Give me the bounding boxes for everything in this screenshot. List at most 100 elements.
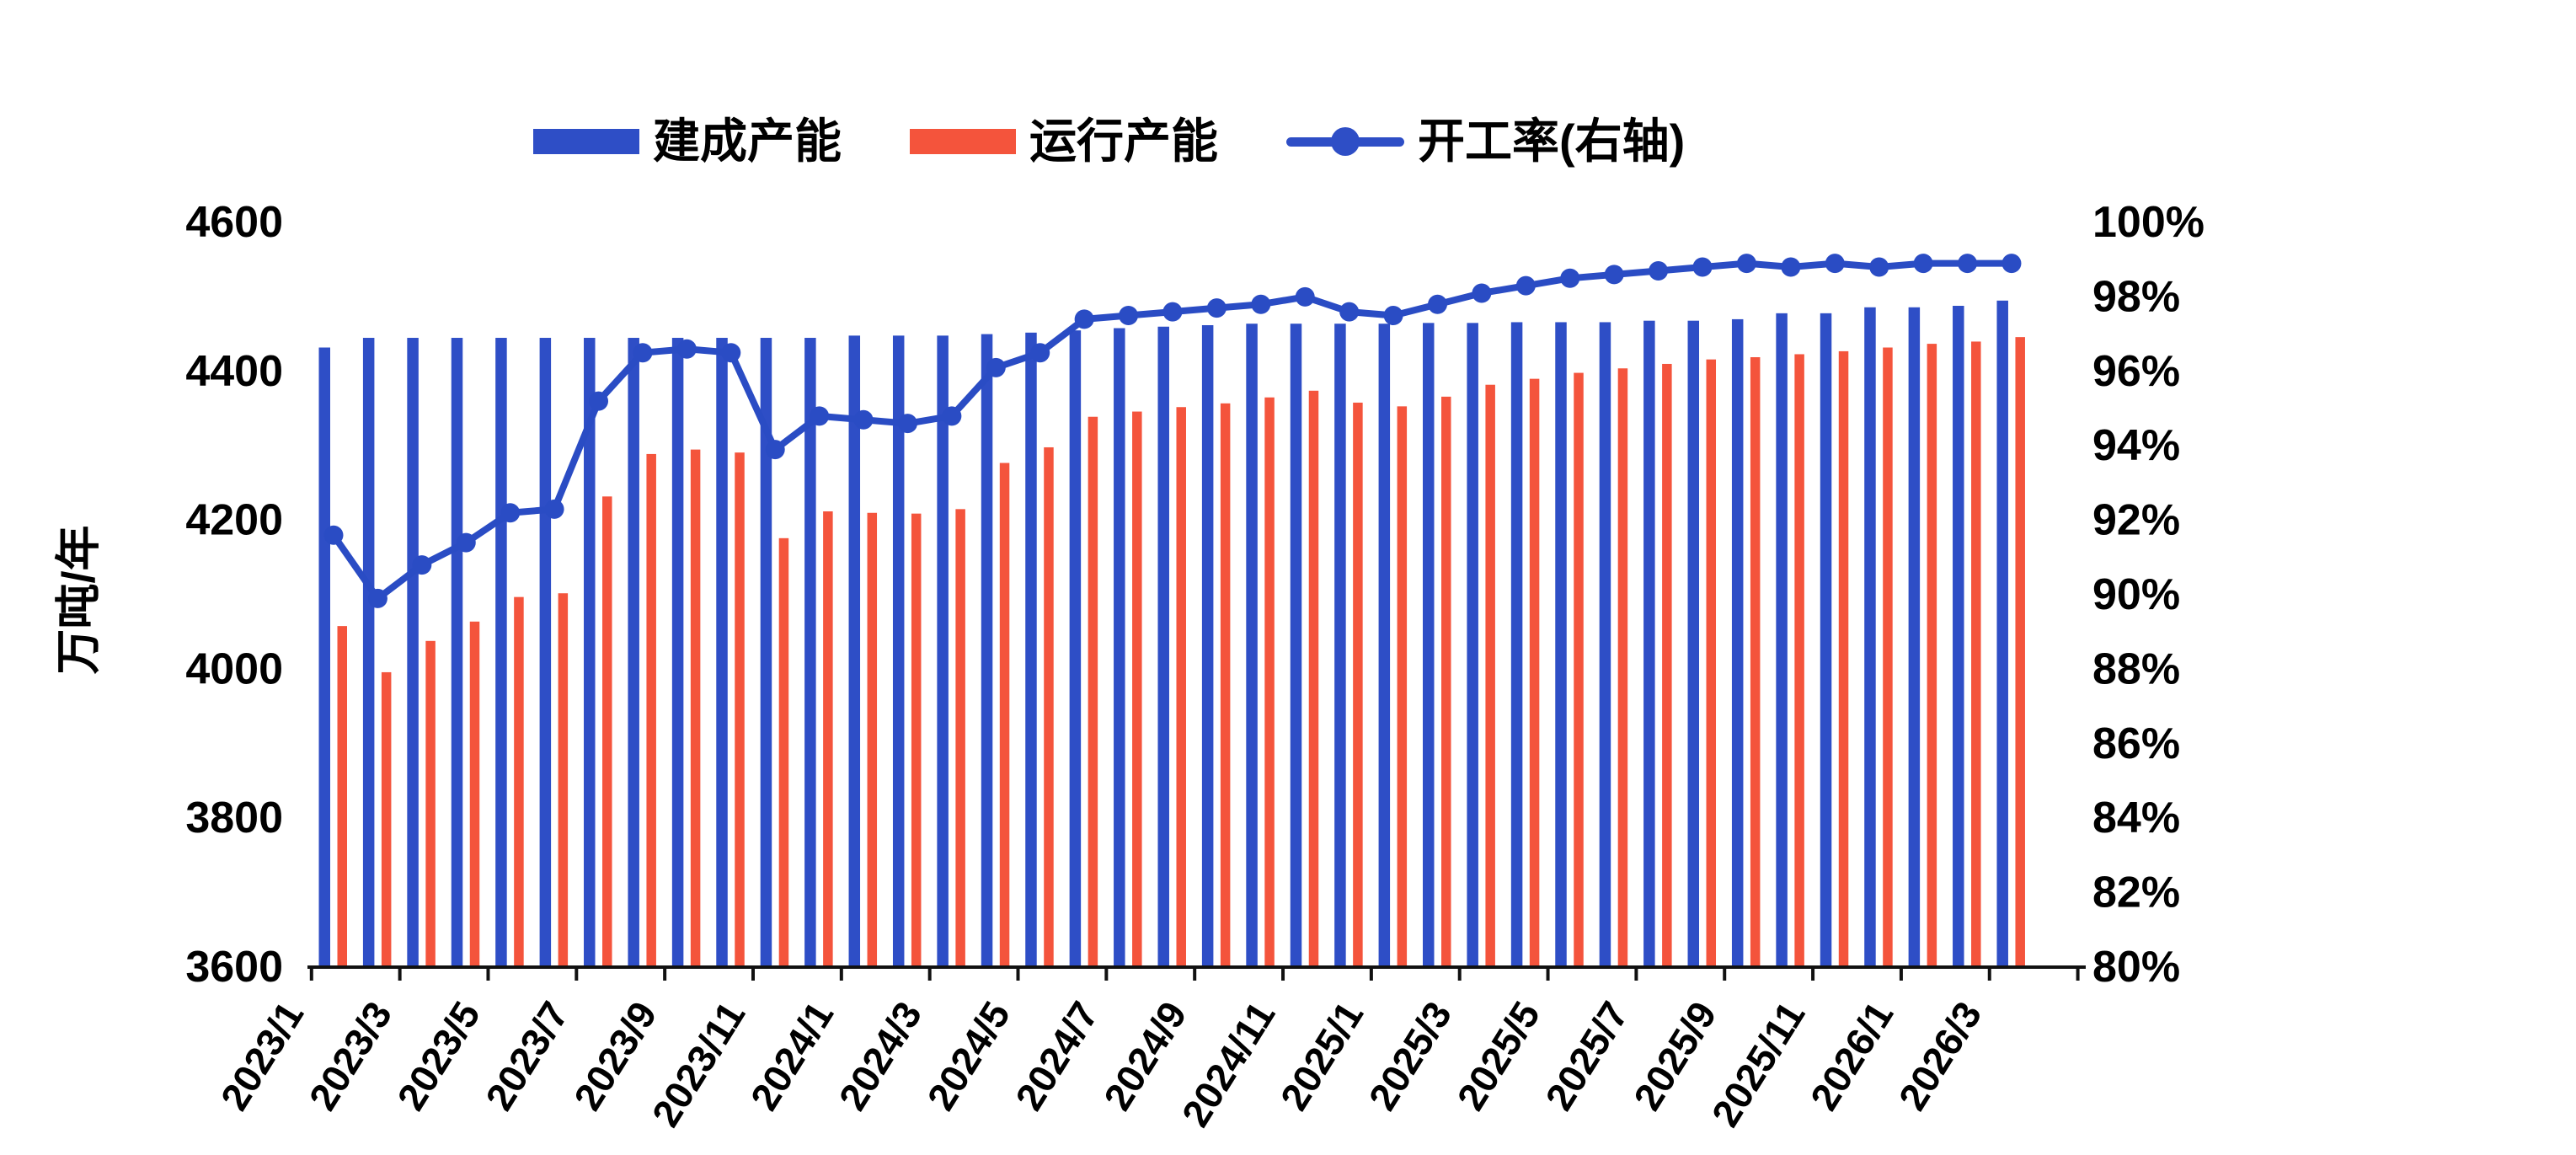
rate-point bbox=[1162, 302, 1183, 322]
bar-operating bbox=[999, 463, 1010, 967]
bar-built bbox=[1246, 324, 1258, 967]
bar-built bbox=[1864, 307, 1876, 967]
bar-built bbox=[892, 335, 905, 967]
bar-operating bbox=[1485, 384, 1495, 967]
y-tick-label-left: 3600 bbox=[185, 943, 283, 992]
rate-point bbox=[367, 588, 387, 608]
bar-built bbox=[1687, 320, 1700, 967]
bar-built bbox=[1069, 330, 1082, 967]
y-tick-label-left: 4400 bbox=[185, 347, 283, 396]
rate-line-swatch-icon bbox=[1286, 125, 1404, 158]
rate-point bbox=[1515, 275, 1536, 296]
bar-built bbox=[451, 338, 463, 967]
bar-operating bbox=[425, 640, 436, 967]
rate-point bbox=[412, 555, 432, 575]
bar-operating bbox=[514, 596, 524, 967]
bar-operating bbox=[337, 626, 347, 967]
bar-operating bbox=[1132, 411, 1142, 967]
rate-point bbox=[544, 499, 564, 519]
rate-point bbox=[1383, 306, 1403, 325]
bar-operating bbox=[778, 537, 789, 967]
x-tick-label: 2025/3 bbox=[1360, 994, 1461, 1118]
bar-built bbox=[1025, 332, 1037, 967]
rate-point bbox=[1074, 309, 1094, 329]
bar-built bbox=[318, 347, 330, 968]
y-tick-label-right: 96% bbox=[2092, 347, 2180, 396]
bar-operating bbox=[1750, 357, 1761, 967]
legend-label-rate: 开工率(右轴) bbox=[1418, 115, 1686, 168]
bar-operating bbox=[823, 511, 833, 967]
y-tick-label-right: 82% bbox=[2092, 869, 2180, 917]
rate-point bbox=[721, 343, 741, 363]
rate-point bbox=[1913, 254, 1933, 274]
bar-built bbox=[407, 338, 419, 967]
y-tick-label-right: 86% bbox=[2092, 719, 2180, 768]
y-tick-label-left: 4600 bbox=[185, 198, 283, 247]
bar-built bbox=[1334, 324, 1346, 967]
bar-built bbox=[981, 334, 993, 968]
bar-built bbox=[760, 338, 772, 967]
y-tick-label-left: 3800 bbox=[185, 794, 283, 842]
x-tick-label: 2024/7 bbox=[1007, 994, 1107, 1118]
rate-point bbox=[986, 357, 1006, 377]
rate-point bbox=[323, 525, 344, 545]
bar-operating bbox=[1574, 372, 1584, 967]
bar-built bbox=[1423, 323, 1435, 968]
bar-built bbox=[1201, 324, 1214, 967]
rate-point bbox=[1604, 265, 1624, 285]
bar-built bbox=[1820, 313, 1832, 967]
x-tick-label: 2023/7 bbox=[477, 994, 577, 1118]
bar-built bbox=[495, 338, 507, 967]
x-tick-label: 2023/3 bbox=[300, 994, 400, 1118]
rate-point bbox=[1869, 257, 1889, 277]
bar-built bbox=[716, 338, 728, 967]
bar-built bbox=[1555, 322, 1567, 967]
bar-built bbox=[362, 338, 375, 967]
bar-built bbox=[848, 335, 861, 967]
y-tick-label-left: 4200 bbox=[185, 496, 283, 545]
bar-built bbox=[584, 338, 596, 967]
bar-operating bbox=[558, 593, 569, 967]
x-tick-label: 2024/3 bbox=[830, 994, 930, 1118]
bar-operating bbox=[1088, 416, 1098, 967]
legend-item-operating: 运行产能 bbox=[910, 116, 1218, 167]
x-tick-label: 2026/3 bbox=[1890, 994, 1991, 1118]
bar-built bbox=[1114, 328, 1125, 967]
x-tick-label: 2023/1 bbox=[212, 994, 313, 1118]
x-tick-label: 2025/5 bbox=[1448, 994, 1548, 1118]
bar-operating bbox=[1441, 396, 1451, 968]
x-tick-label: 2026/1 bbox=[1802, 994, 1902, 1118]
bar-built bbox=[1996, 300, 2008, 967]
x-tick-label: 2025/7 bbox=[1537, 994, 1637, 1118]
bar-operating bbox=[646, 453, 656, 967]
bar-built bbox=[1643, 320, 1655, 967]
bar-built bbox=[937, 335, 949, 967]
rate-point bbox=[1428, 294, 1447, 314]
bar-built bbox=[1378, 324, 1391, 967]
bar-operating bbox=[1662, 363, 1672, 968]
rate-point bbox=[589, 391, 609, 411]
left-axis-title: 万吨/年 bbox=[53, 525, 104, 675]
y-tick-label-right: 100% bbox=[2092, 198, 2205, 247]
bar-operating bbox=[1927, 344, 1937, 967]
bar-operating bbox=[1220, 403, 1231, 967]
bar-built bbox=[671, 338, 684, 967]
bar-operating bbox=[955, 509, 965, 967]
bar-built bbox=[1731, 318, 1744, 967]
bar-built bbox=[1157, 326, 1169, 967]
y-tick-label-right: 88% bbox=[2092, 644, 2180, 693]
bar-operating bbox=[381, 671, 392, 967]
legend-label-operating: 运行产能 bbox=[1029, 115, 1218, 168]
x-tick-label: 2024/1 bbox=[742, 994, 842, 1118]
bar-built bbox=[804, 338, 816, 967]
bar-built bbox=[1467, 323, 1478, 968]
bar-operating bbox=[911, 513, 922, 967]
bar-operating bbox=[1794, 354, 1804, 967]
y-tick-label-right: 90% bbox=[2092, 570, 2180, 619]
bar-operating bbox=[1883, 347, 1893, 968]
bar-operating bbox=[735, 452, 745, 967]
x-tick-label: 2025/1 bbox=[1272, 994, 1372, 1118]
y-tick-label-left: 4000 bbox=[185, 644, 283, 693]
rate-point bbox=[1781, 257, 1801, 277]
